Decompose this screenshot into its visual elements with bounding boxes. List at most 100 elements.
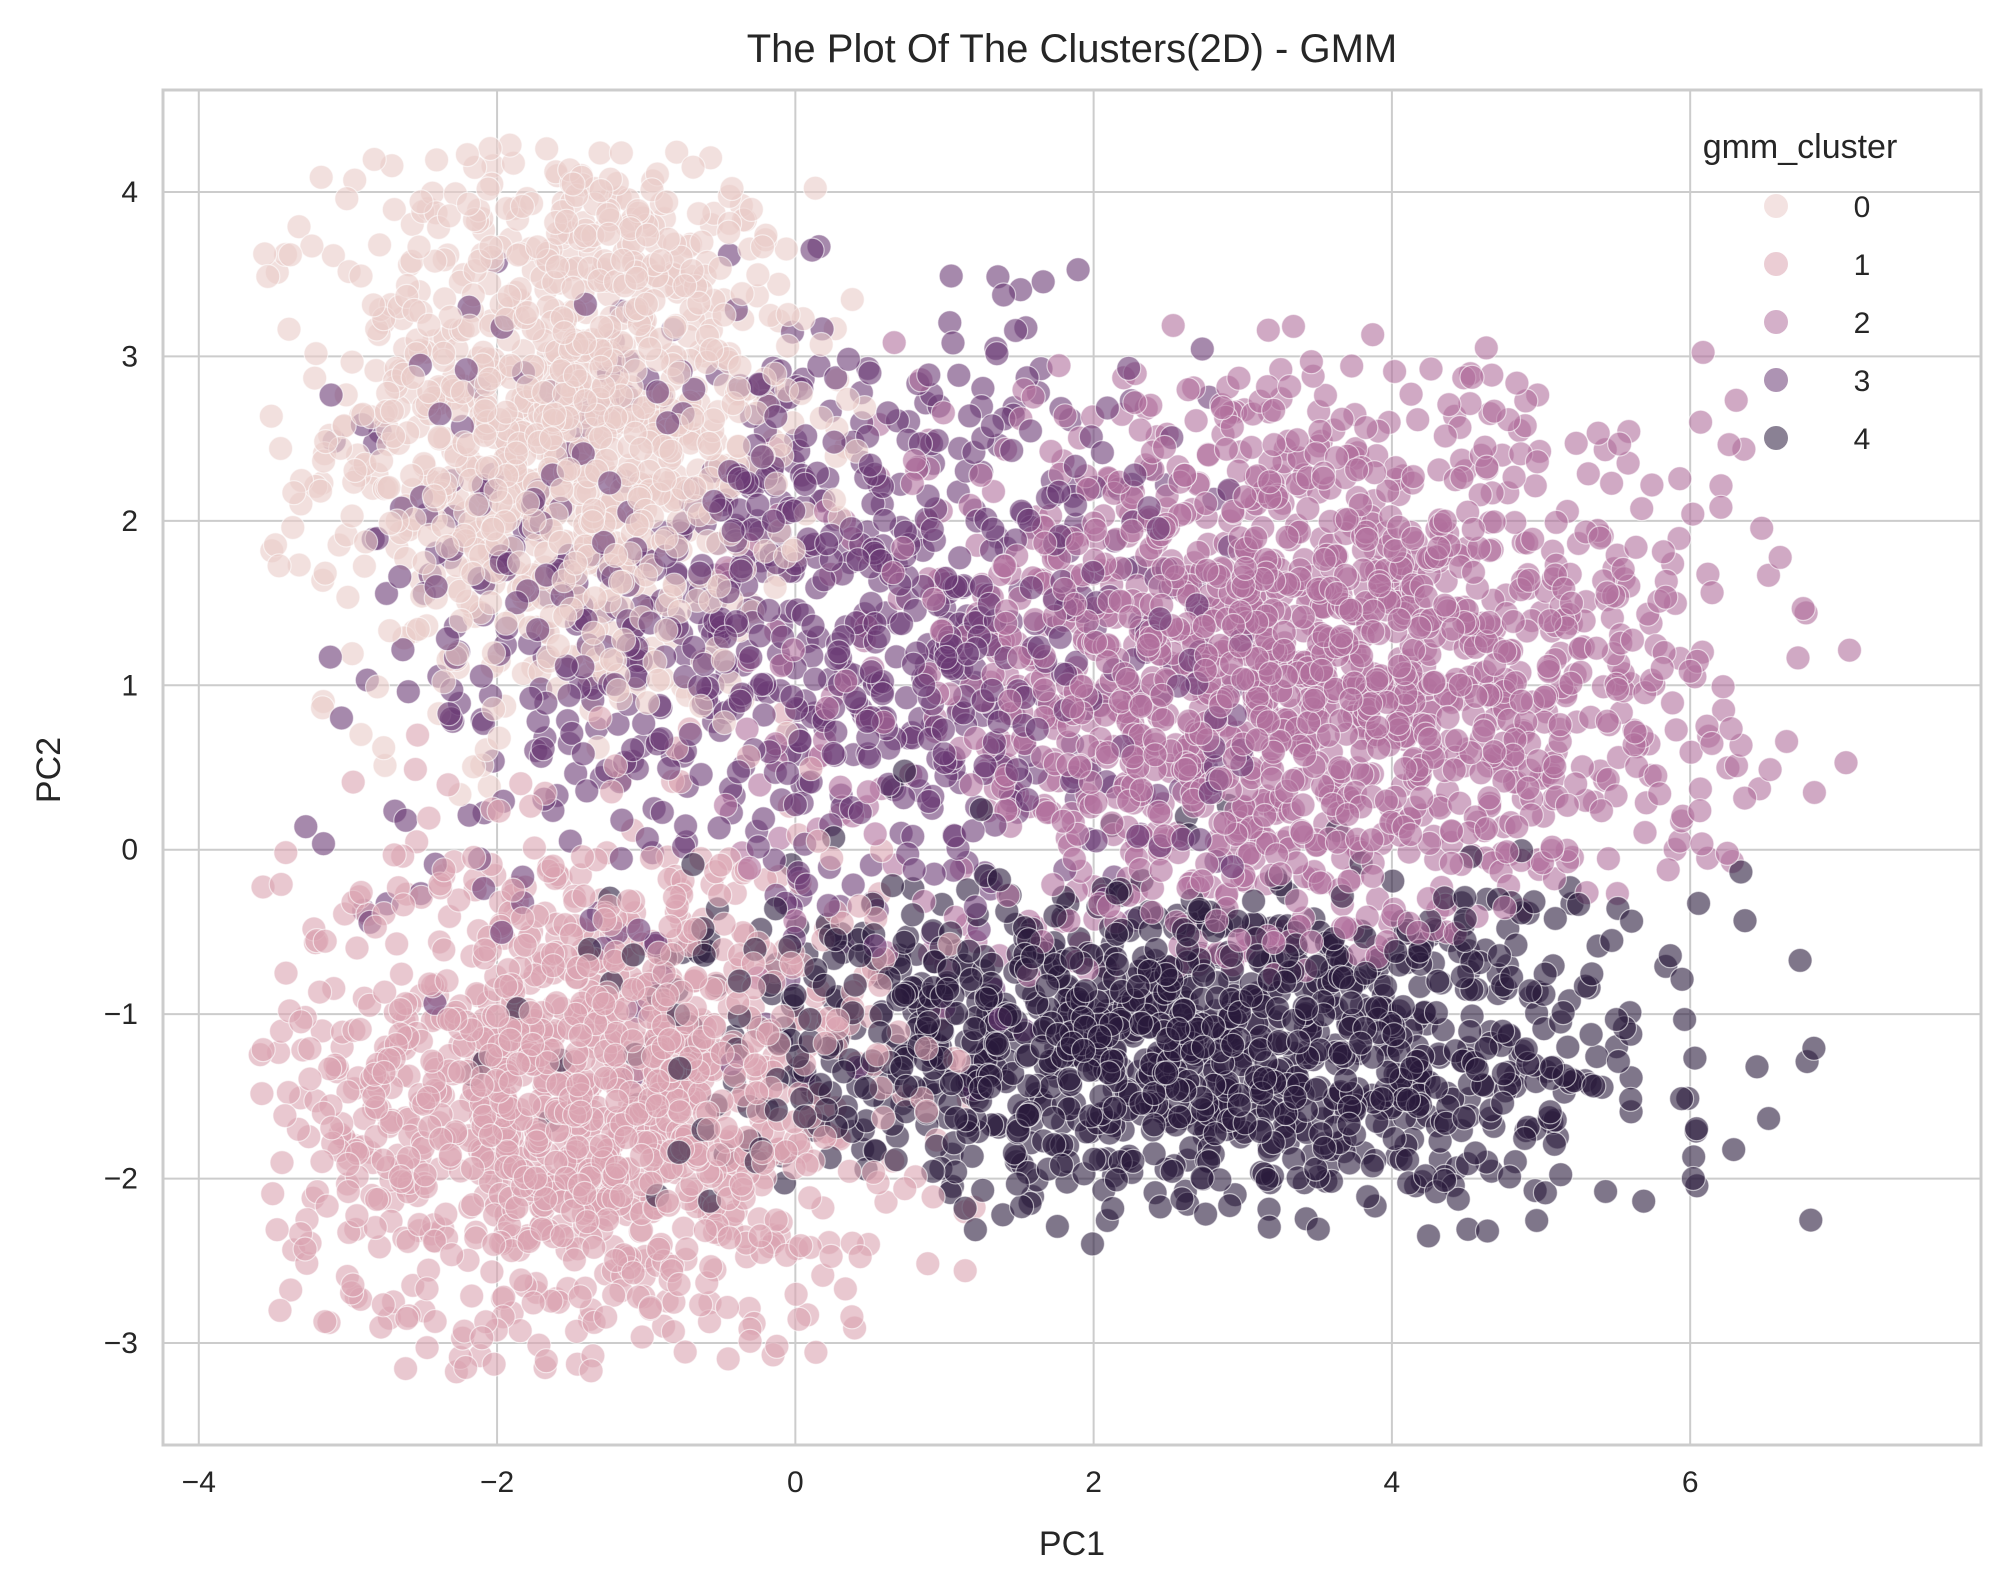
point-cluster-2: [1585, 420, 1611, 446]
point-cluster-4: [1486, 942, 1513, 969]
point-cluster-1: [638, 845, 665, 871]
point-cluster-0: [534, 136, 560, 162]
point-cluster-1: [588, 1133, 614, 1159]
point-cluster-2: [1405, 407, 1431, 433]
point-cluster-1: [459, 1155, 486, 1182]
point-cluster-0: [496, 283, 522, 309]
point-cluster-1: [268, 871, 294, 898]
point-cluster-2: [1334, 506, 1360, 533]
point-cluster-0: [408, 189, 434, 215]
point-cluster-0: [509, 193, 536, 219]
point-cluster-0: [766, 271, 792, 297]
point-cluster-4: [782, 982, 808, 1008]
point-cluster-0: [320, 243, 346, 269]
point-cluster-4: [1355, 1183, 1381, 1210]
point-cluster-2: [1755, 562, 1782, 588]
point-cluster-3: [782, 792, 809, 818]
point-cluster-2: [1520, 526, 1546, 552]
point-cluster-2: [1418, 356, 1444, 382]
point-cluster-2: [1773, 728, 1800, 755]
point-cluster-1: [593, 1304, 619, 1330]
point-cluster-2: [1500, 608, 1526, 635]
point-cluster-3: [387, 564, 413, 590]
point-cluster-2: [1710, 674, 1736, 700]
point-cluster-0: [364, 674, 391, 700]
point-cluster-4: [1423, 1000, 1450, 1026]
point-cluster-3: [947, 545, 973, 571]
point-cluster-3: [1094, 395, 1121, 421]
point-cluster-3: [750, 806, 777, 832]
point-cluster-2: [1723, 387, 1749, 413]
point-cluster-3: [793, 423, 819, 449]
point-cluster-3: [940, 330, 966, 356]
point-cluster-3: [423, 573, 449, 600]
point-cluster-4: [1605, 1048, 1632, 1075]
point-cluster-1: [698, 1253, 724, 1280]
point-cluster-2: [1833, 750, 1859, 776]
point-cluster-4: [1744, 1054, 1770, 1080]
point-cluster-2: [1522, 473, 1548, 499]
chart-title: The Plot Of The Clusters(2D) - GMM: [747, 27, 1398, 71]
point-cluster-2: [1398, 381, 1424, 407]
point-cluster-4: [891, 758, 918, 784]
point-cluster-4: [1167, 1104, 1193, 1130]
point-cluster-3: [738, 644, 764, 671]
point-cluster-4: [1474, 1218, 1501, 1244]
point-cluster-3: [393, 807, 419, 833]
point-cluster-0: [685, 201, 712, 227]
point-cluster-4: [1512, 1125, 1538, 1152]
point-cluster-2: [1107, 689, 1134, 715]
point-cluster-0: [461, 754, 487, 780]
point-cluster-3: [672, 813, 699, 839]
point-cluster-1: [297, 1035, 323, 1062]
point-cluster-4: [1801, 1035, 1827, 1061]
point-cluster-3: [840, 872, 866, 898]
point-cluster-0: [424, 147, 450, 173]
point-cluster-3: [373, 580, 400, 607]
point-cluster-1: [292, 1236, 318, 1262]
point-cluster-0: [835, 386, 861, 412]
point-cluster-2: [1307, 418, 1333, 444]
point-cluster-1: [786, 1306, 812, 1332]
point-cluster-1: [361, 1083, 387, 1110]
point-cluster-3: [688, 761, 714, 788]
point-cluster-3: [745, 834, 771, 860]
point-cluster-2: [1583, 635, 1610, 661]
point-cluster-0: [308, 164, 334, 190]
point-cluster-4: [1256, 1214, 1282, 1240]
point-cluster-1: [388, 961, 415, 987]
point-cluster-2: [1767, 544, 1793, 571]
point-cluster-2: [1261, 397, 1287, 423]
point-cluster-3: [999, 437, 1025, 464]
point-cluster-4: [1079, 1231, 1106, 1257]
point-cluster-0: [839, 286, 865, 313]
point-cluster-0: [696, 430, 722, 456]
point-cluster-3: [1017, 418, 1044, 444]
point-cluster-2: [1364, 666, 1390, 693]
point-cluster-2: [1515, 775, 1541, 801]
point-cluster-3: [962, 894, 989, 920]
point-cluster-1: [393, 1355, 419, 1382]
point-cluster-4: [1521, 889, 1547, 915]
point-cluster-0: [377, 510, 403, 536]
point-cluster-2: [1052, 403, 1078, 429]
point-cluster-1: [312, 928, 338, 954]
point-cluster-4: [1584, 1043, 1610, 1070]
point-cluster-1: [764, 1333, 790, 1359]
point-cluster-2: [1040, 871, 1066, 898]
point-cluster-4: [883, 1147, 909, 1173]
point-cluster-2: [1687, 409, 1714, 435]
point-cluster-4: [942, 1159, 969, 1185]
point-cluster-1: [952, 1258, 978, 1284]
point-cluster-0: [367, 232, 393, 258]
point-cluster-2: [1836, 637, 1863, 663]
point-cluster-1: [340, 769, 366, 795]
point-cluster-0: [775, 301, 801, 328]
point-cluster-0: [808, 405, 834, 431]
point-cluster-4: [879, 872, 906, 899]
point-cluster-3: [931, 741, 957, 767]
point-cluster-1: [416, 805, 442, 831]
point-cluster-0: [312, 560, 338, 586]
point-cluster-3: [821, 429, 847, 455]
point-cluster-3: [310, 831, 337, 857]
